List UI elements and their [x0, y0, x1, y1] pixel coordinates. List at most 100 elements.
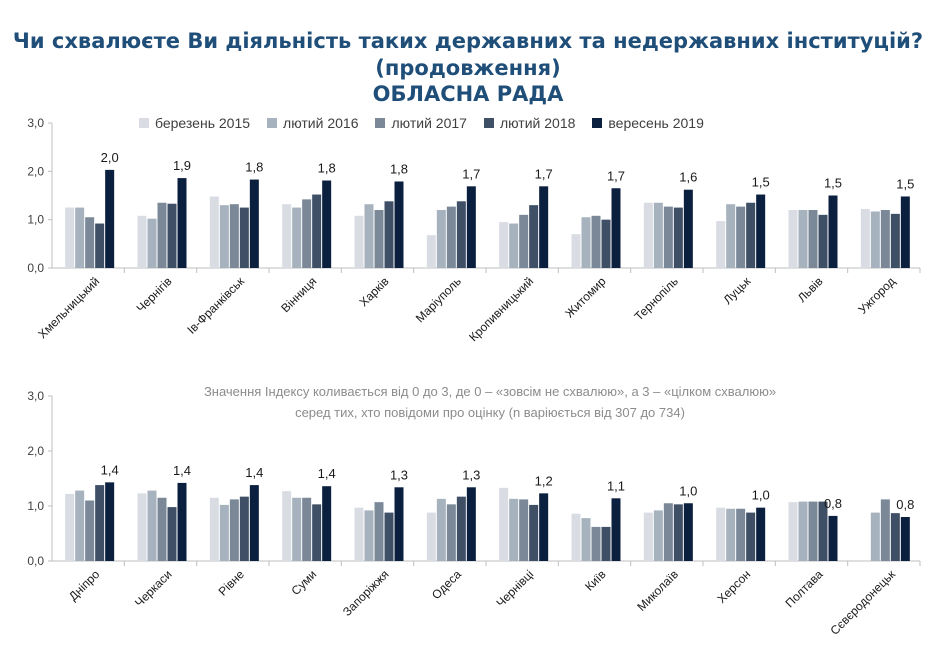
bar	[581, 217, 591, 268]
category-label: Чернігів	[134, 274, 175, 315]
category-label: Херсон	[715, 567, 754, 606]
bar	[354, 507, 364, 561]
category-label: Черкаси	[132, 567, 175, 610]
chart-2: 0,0 1,0 2,0 3,0 1,4 Дніпро 1,4 Черкаси 1,4 Рівне 1…	[27, 389, 921, 638]
bar	[105, 482, 115, 561]
bar	[466, 487, 476, 561]
bar	[384, 201, 394, 268]
bar	[529, 504, 539, 561]
bar	[374, 210, 384, 268]
bar	[726, 508, 736, 561]
bar	[828, 195, 838, 268]
bar	[880, 210, 890, 268]
data-label: 1,8	[318, 161, 336, 176]
bar	[436, 498, 446, 561]
bar	[292, 207, 302, 268]
bar	[209, 497, 219, 561]
category-label: Сєвєродонецьк	[827, 567, 898, 638]
y-tick-label: 3,0	[27, 389, 44, 403]
legend-label: березень 2015	[155, 115, 251, 131]
category-label: Тернопіль	[632, 274, 681, 323]
data-label: 1,2	[535, 473, 553, 488]
bar	[249, 485, 259, 561]
bar	[137, 215, 147, 268]
bar	[746, 202, 756, 268]
bar	[147, 490, 157, 561]
legend-label: лютий 2018	[499, 115, 576, 131]
bar	[75, 207, 85, 268]
bar	[282, 491, 292, 561]
bar	[653, 202, 663, 268]
data-label: 0,8	[824, 496, 842, 511]
bar	[509, 498, 519, 561]
bar	[446, 504, 456, 561]
y-tick-label: 2,0	[27, 164, 44, 178]
bar	[157, 202, 167, 268]
category-label: Житомир	[562, 274, 609, 321]
bar	[798, 210, 808, 268]
legend-swatch	[483, 118, 494, 128]
bar	[105, 169, 115, 268]
bar	[653, 510, 663, 561]
bar	[591, 526, 601, 561]
data-label: 1,7	[607, 168, 625, 183]
y-tick-label: 0,0	[27, 261, 44, 275]
category-label: Ів-Франківськ	[184, 274, 247, 337]
bar	[292, 497, 302, 561]
bar	[95, 485, 105, 561]
data-label: 1,4	[173, 463, 191, 478]
legend-item: лютий 2016	[267, 115, 358, 131]
bar	[673, 207, 683, 268]
category-label: Київ	[582, 567, 608, 593]
legend-label: вересень 2019	[608, 115, 704, 131]
bar	[249, 179, 259, 268]
legend-swatch	[592, 118, 603, 128]
bar	[229, 499, 239, 561]
data-label: 1,3	[390, 467, 408, 482]
y-tick-label: 3,0	[27, 116, 44, 130]
legend-label: лютий 2017	[391, 115, 467, 131]
bar	[870, 512, 880, 561]
bar	[426, 512, 436, 561]
category-label: Полтава	[782, 567, 825, 610]
bar	[374, 502, 384, 561]
bar	[539, 493, 549, 561]
legend-item: лютий 2018	[483, 115, 576, 131]
bar	[808, 501, 818, 561]
bar	[167, 203, 177, 268]
bar	[302, 199, 312, 268]
bar	[219, 504, 229, 561]
bar	[137, 493, 147, 561]
category-label: Ужгород	[855, 274, 898, 317]
data-label: 1,8	[245, 160, 263, 175]
bar	[95, 223, 105, 268]
bar	[157, 497, 167, 561]
y-tick-label: 1,0	[27, 499, 44, 513]
category-label: Вінниця	[278, 274, 319, 315]
bar	[519, 214, 529, 268]
bar	[65, 207, 75, 268]
legend-swatch	[267, 118, 278, 128]
chart-title-line2: (продовження)	[375, 56, 561, 80]
data-label: 1,7	[462, 166, 480, 181]
bar	[456, 496, 466, 561]
category-label: Рівне	[216, 567, 248, 599]
bar	[384, 512, 394, 561]
bar	[539, 186, 549, 268]
data-label: 1,8	[390, 161, 408, 176]
bar	[818, 501, 828, 561]
bar	[673, 504, 683, 561]
data-label: 1,5	[896, 176, 914, 191]
category-label: Запоріжжя	[340, 567, 392, 619]
chart-title-line1: Чи схвалюєте Ви діяльність таких державн…	[12, 29, 924, 53]
category-label: Хмельницький	[35, 274, 102, 341]
bar	[591, 215, 601, 268]
bar	[312, 194, 322, 268]
legend-item: лютий 2017	[375, 115, 467, 131]
legend-swatch	[375, 118, 386, 128]
category-label: Кропивницький	[466, 274, 536, 344]
bar	[746, 512, 756, 561]
bar	[394, 181, 404, 268]
bar	[209, 196, 219, 268]
